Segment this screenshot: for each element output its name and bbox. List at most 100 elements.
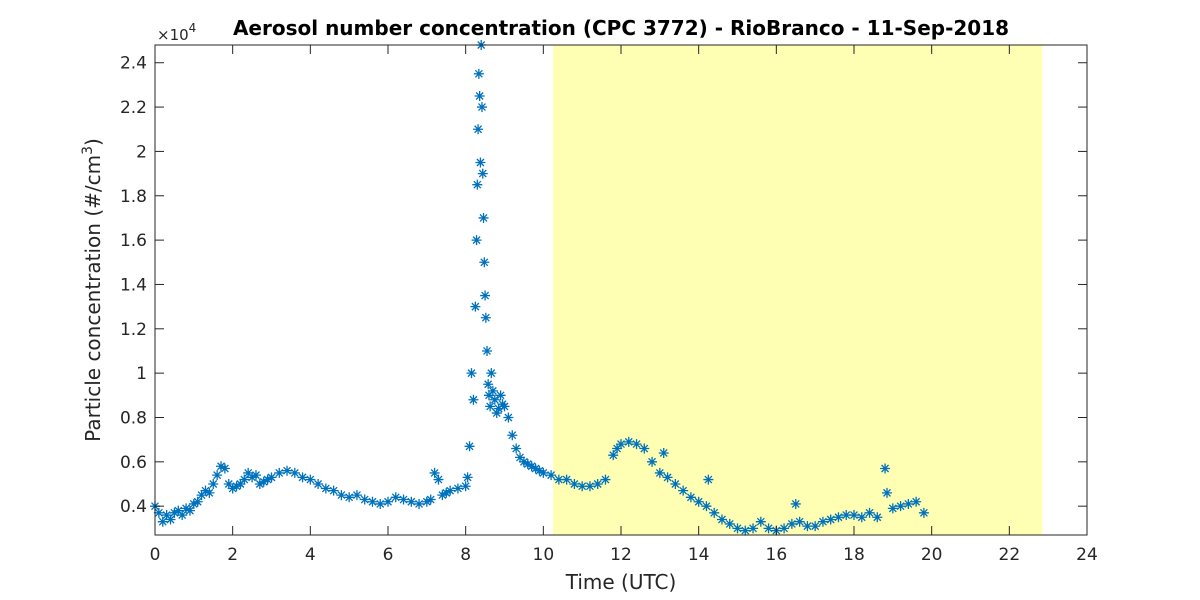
data-point (223, 479, 234, 490)
y-axis-label-sup: 3 (80, 146, 96, 155)
data-point (383, 496, 393, 507)
y-multiplier: ×104 (157, 21, 196, 44)
y-tick-label: 1.8 (120, 187, 147, 207)
data-point (157, 516, 168, 527)
y-tick-label: 2.2 (120, 98, 147, 118)
data-point (476, 102, 487, 113)
data-point (235, 479, 246, 490)
data-point (282, 465, 293, 476)
data-point (482, 345, 493, 356)
x-axis-label: Time (UTC) (565, 570, 677, 594)
data-point (344, 492, 355, 503)
data-point (390, 492, 401, 503)
data-point (219, 463, 230, 474)
data-point (534, 465, 545, 476)
x-tick-label: 2 (227, 545, 238, 565)
y-axis-label-main: Particle concentration (#/cm (81, 155, 105, 442)
data-point (639, 443, 650, 454)
data-point (274, 467, 285, 478)
data-point (825, 514, 836, 525)
data-point (258, 476, 269, 487)
data-point (732, 523, 743, 534)
data-point (701, 501, 712, 512)
x-tick-label: 20 (921, 545, 943, 565)
data-point (864, 507, 875, 518)
data-point (460, 481, 471, 492)
data-point (192, 496, 203, 507)
data-point (724, 518, 735, 529)
data-point (479, 257, 490, 268)
data-point (161, 510, 172, 521)
x-tick-label: 12 (610, 545, 632, 565)
x-axis-ticks: 0 2 4 6 8 10 12 14 16 18 20 22 24 (150, 45, 1098, 565)
data-point (709, 507, 720, 518)
data-point (872, 512, 883, 523)
data-point (608, 450, 619, 461)
data-point (452, 483, 463, 494)
data-point (483, 379, 494, 390)
data-point (471, 235, 482, 246)
data-point (243, 467, 254, 478)
data-point (177, 510, 188, 521)
data-point (227, 483, 238, 494)
y-axis-label-close: ) (81, 138, 105, 146)
data-point (250, 470, 261, 481)
y-tick-label: 0.4 (120, 497, 147, 517)
data-point (880, 463, 891, 474)
data-point (254, 479, 265, 490)
data-point (165, 514, 176, 525)
data-point (216, 461, 227, 472)
data-point (406, 496, 417, 507)
data-point (662, 472, 673, 483)
data-point (266, 472, 277, 483)
data-point (480, 290, 491, 301)
data-point (231, 481, 242, 492)
data-point (297, 472, 308, 483)
data-point (478, 212, 489, 223)
data-point (903, 498, 914, 509)
data-point (518, 456, 529, 467)
data-point (538, 467, 549, 478)
data-point (328, 485, 339, 496)
data-point (918, 507, 929, 518)
y-multiplier-exp: 4 (189, 21, 197, 35)
x-tick-label: 18 (843, 545, 865, 565)
data-point (569, 479, 580, 490)
data-point (262, 474, 273, 485)
data-point (208, 479, 219, 490)
data-point (631, 439, 642, 450)
data-point (336, 490, 347, 501)
y-tick-label: 0.8 (120, 408, 147, 428)
x-tick-label: 24 (1076, 545, 1098, 565)
data-point (716, 514, 727, 525)
data-point (153, 507, 164, 518)
data-point (577, 481, 588, 492)
data-point (887, 503, 898, 514)
data-point (895, 501, 906, 512)
data-point (810, 521, 821, 532)
x-tick-label: 16 (766, 545, 788, 565)
data-point (522, 459, 533, 470)
data-point (289, 467, 300, 478)
data-point (468, 394, 479, 405)
x-tick-label: 8 (460, 545, 471, 565)
data-point (421, 496, 432, 507)
data-point (464, 441, 475, 452)
data-point (584, 481, 595, 492)
data-point (489, 394, 500, 405)
data-point (483, 390, 494, 401)
data-point (693, 496, 704, 507)
data-point (247, 472, 258, 483)
data-point (169, 507, 180, 518)
x-tick-label: 0 (150, 545, 161, 565)
data-point (786, 518, 797, 529)
data-point (462, 472, 473, 483)
data-point (670, 479, 681, 490)
data-point (204, 487, 215, 498)
data-point (200, 485, 211, 496)
data-point (740, 525, 751, 536)
data-point (802, 521, 813, 532)
data-point (414, 498, 425, 509)
data-point (833, 512, 844, 523)
